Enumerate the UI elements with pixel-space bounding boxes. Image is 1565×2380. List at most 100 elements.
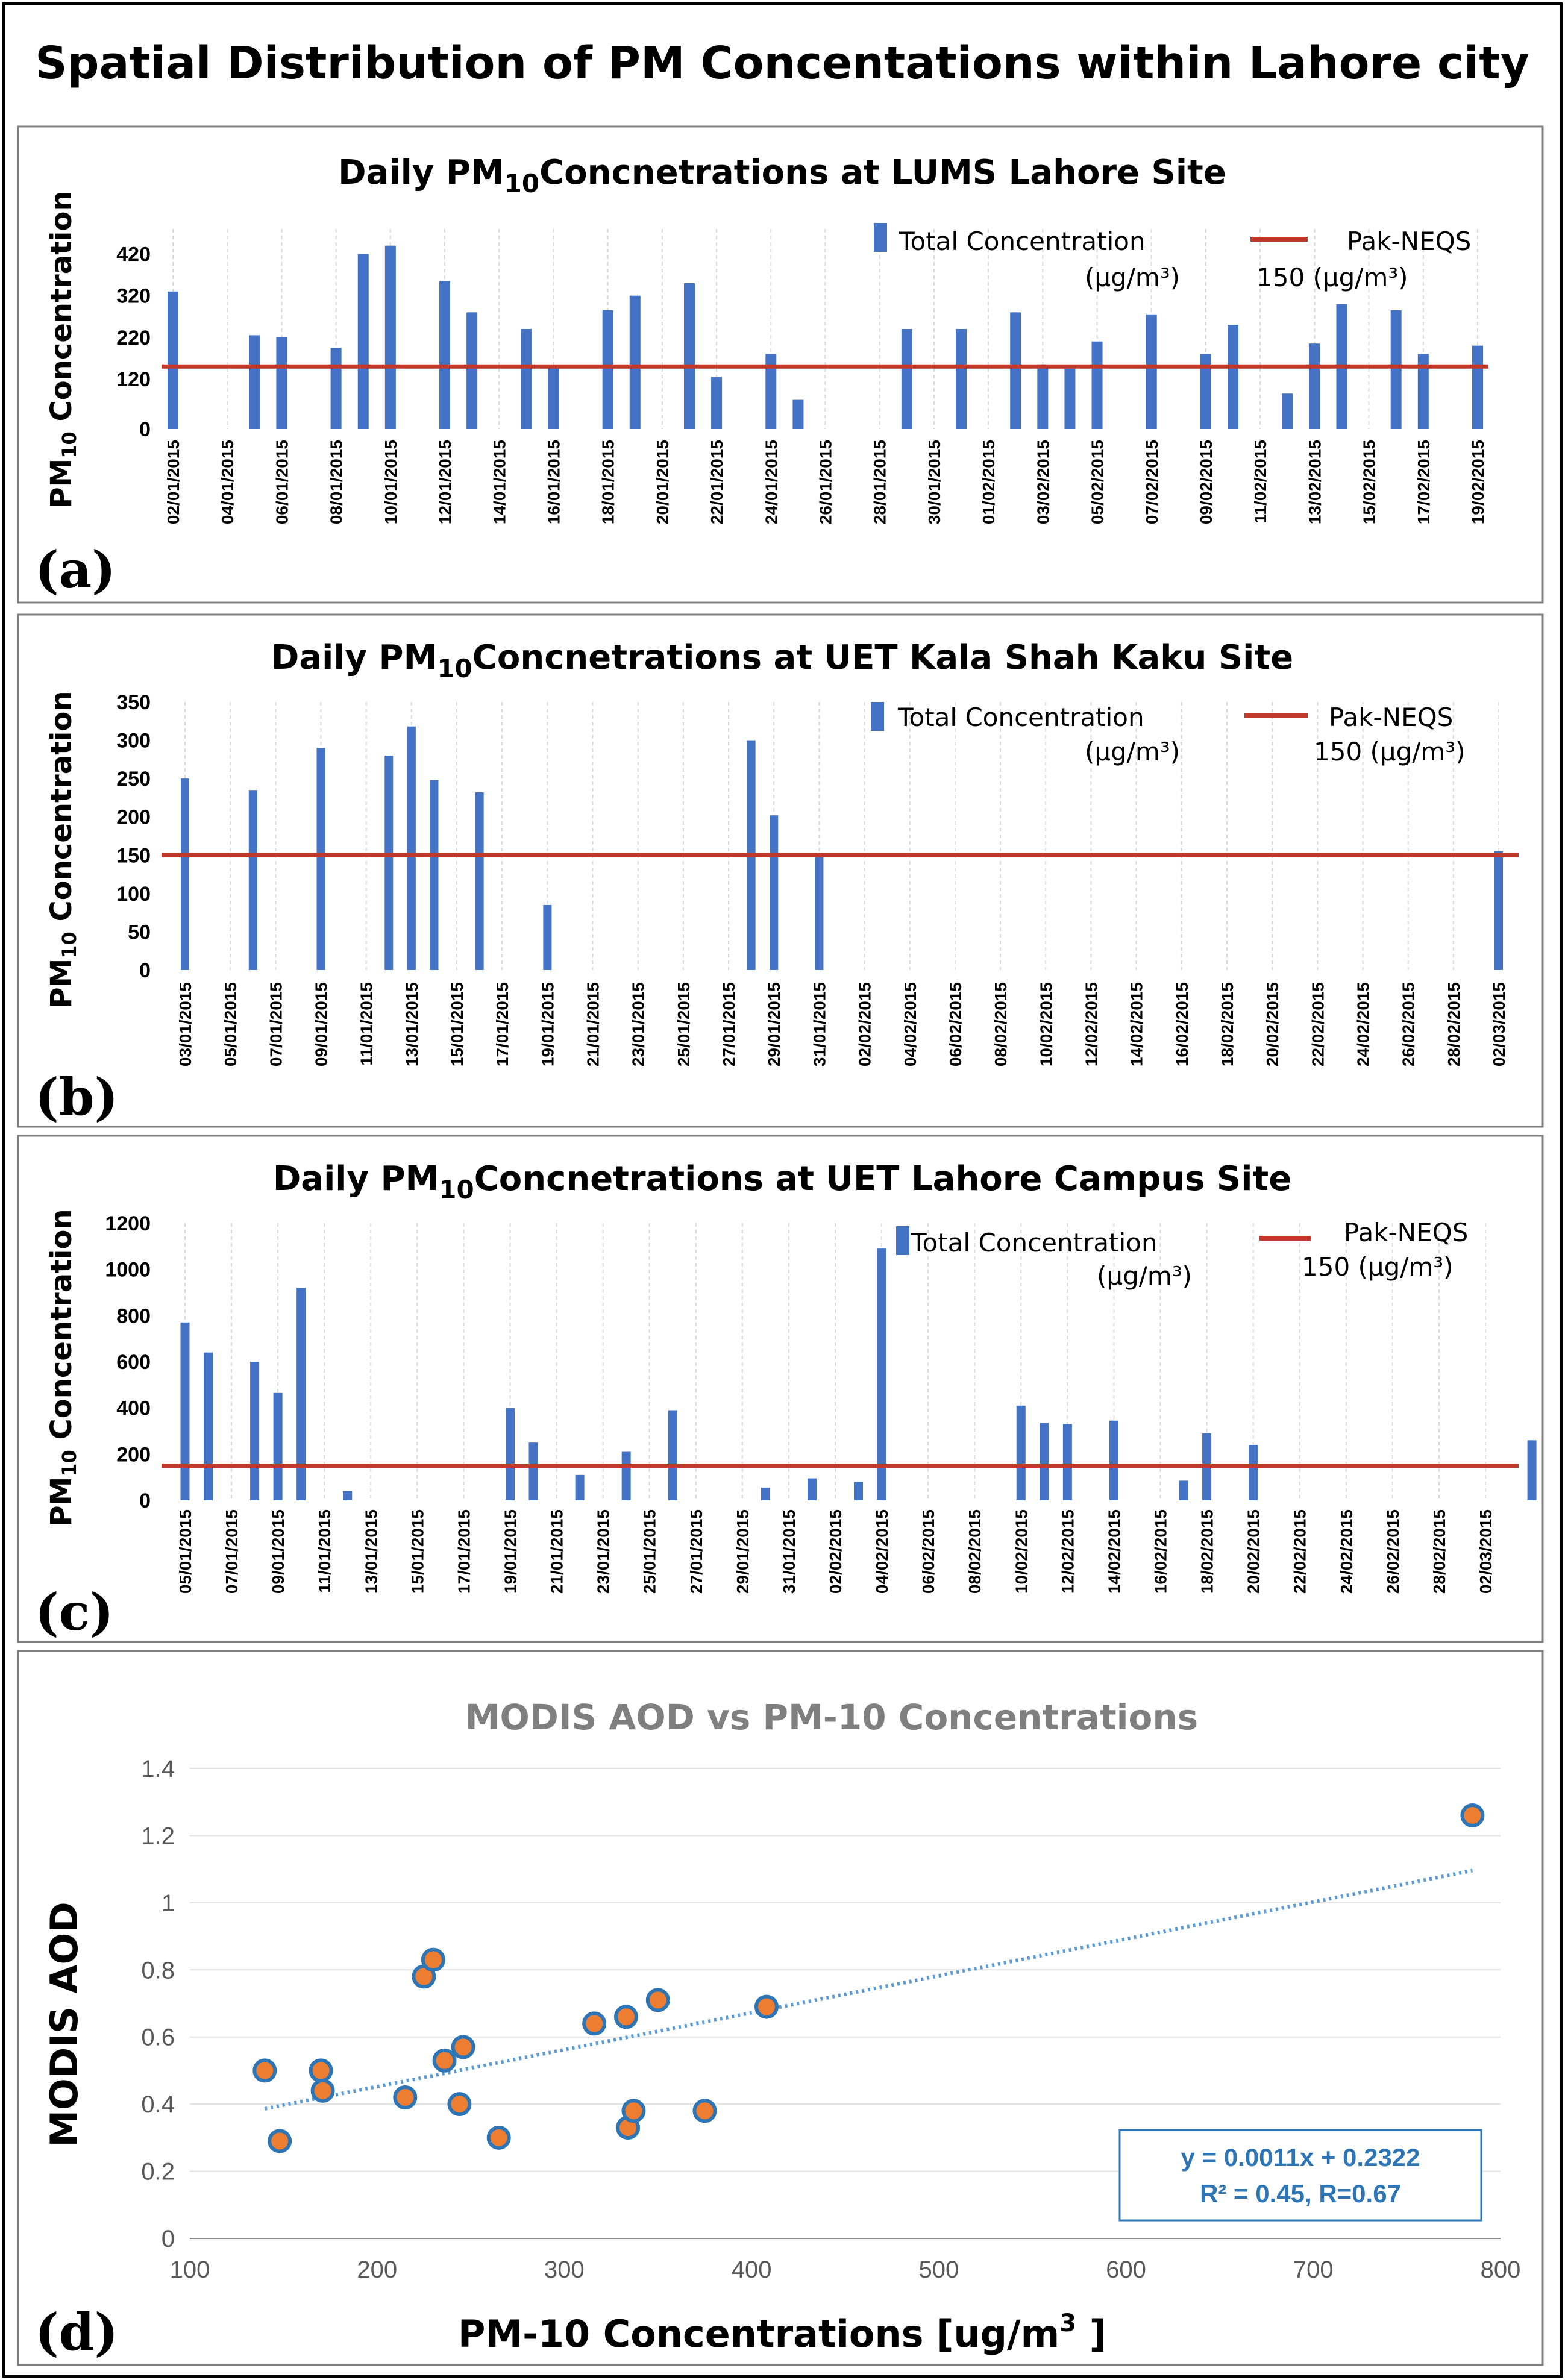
bar: [770, 815, 779, 970]
scatter-x-ticks: 100 200 300 400 500 600 700 800: [170, 2256, 1521, 2283]
x-tick-label: 18/02/2015: [1218, 982, 1237, 1066]
x-tick-label: 06/01/2015: [272, 440, 291, 524]
bar: [343, 1491, 353, 1500]
bar: [475, 792, 484, 970]
bar: [1472, 345, 1483, 429]
x-tick-label: 29/01/2015: [765, 982, 783, 1066]
x-tick-label: 22/02/2015: [1308, 982, 1327, 1066]
x-tick-label: 18/02/2015: [1198, 1509, 1217, 1594]
x-tick-label: 28/01/2015: [871, 440, 889, 524]
legend-standard-label: Pak-NEQS: [1329, 703, 1453, 732]
bar: [249, 335, 260, 429]
legend-bar-unit: (μg/m³): [1097, 1261, 1192, 1291]
y-tick-label: 220: [116, 327, 151, 349]
bar: [1040, 1423, 1049, 1500]
legend-bar-swatch: [874, 223, 887, 252]
x-tick-label: 05/01/2015: [221, 982, 240, 1066]
x-tick-label: 26/02/2015: [1399, 982, 1418, 1066]
x-tick-label: 08/02/2015: [991, 982, 1010, 1066]
scatter-y-ticks: 0 0.2 0.4 0.6 0.8 1 1.2 1.4: [141, 1756, 175, 2252]
panel-b-y-axis-label: PM10 Concentration: [45, 691, 81, 1008]
x-tick-label: 16/02/2015: [1173, 982, 1191, 1066]
x-tick-label: 19/01/2015: [538, 982, 557, 1066]
scatter-point: [486, 2125, 511, 2150]
scatter-point: [613, 2005, 638, 2029]
x-tick-label: 06/02/2015: [946, 982, 965, 1066]
bar: [273, 1392, 283, 1500]
x-tick-label: 03/02/2015: [1033, 440, 1052, 524]
x-tick-label: 20/02/2015: [1263, 982, 1282, 1066]
bar: [1228, 325, 1239, 429]
x-tick-label: 13/01/2015: [403, 982, 421, 1066]
bar: [877, 1248, 886, 1500]
bar: [180, 1322, 190, 1500]
legend-standard-value: 150 (μg/m³): [1256, 263, 1408, 292]
y-tick-label: 50: [128, 921, 151, 944]
legend-bar-unit: (μg/m³): [1085, 737, 1180, 766]
y-tick-label: 350: [116, 691, 151, 714]
legend-standard-value: 150 (μg/m³): [1302, 1252, 1454, 1282]
y-tick-label: 1.4: [141, 1756, 175, 1782]
bar: [1091, 341, 1103, 429]
scatter-trendline: [264, 1868, 1473, 2111]
bar: [1390, 310, 1402, 429]
legend-standard-label: Pak-NEQS: [1344, 1218, 1468, 1247]
x-tick-label: 11/01/2015: [357, 982, 376, 1066]
regression-equation: y = 0.0011x + 0.2322: [1181, 2143, 1420, 2172]
y-tick-label: 120: [116, 368, 151, 391]
x-tick-label: 20/01/2015: [653, 440, 672, 524]
y-tick-label: 200: [116, 1443, 151, 1466]
x-tick-label: 12/01/2015: [436, 440, 454, 524]
legend-standard-label: Pak-NEQS: [1347, 227, 1471, 256]
bar: [602, 310, 613, 429]
panel-d: MODIS AOD vs PM-10 Concentrations 0 0.2 0.…: [17, 1650, 1544, 2366]
scatter-point: [582, 2011, 607, 2036]
legend-bar-swatch: [871, 702, 884, 731]
y-tick-label: 400: [116, 1397, 151, 1420]
scatter-point: [393, 2085, 418, 2109]
x-tick-label: 20/02/2015: [1244, 1509, 1263, 1594]
panel-a-title: Daily PM10Concnetrations at LUMS Lahore …: [338, 153, 1226, 198]
panel-c-label: (c): [35, 1582, 114, 1642]
bar: [807, 1478, 817, 1500]
bar: [668, 1410, 677, 1500]
bar: [296, 1288, 306, 1500]
x-tick-label: 05/01/2015: [176, 1509, 195, 1594]
x-tick-label: 19/02/2015: [1469, 440, 1487, 524]
bar: [330, 348, 342, 429]
y-tick-label: 200: [116, 806, 151, 829]
x-tick-label: 27/01/2015: [720, 982, 738, 1066]
x-tick-label: 14/02/2015: [1105, 1509, 1123, 1594]
scatter-point: [692, 2099, 717, 2123]
bar: [1527, 1440, 1537, 1500]
bar: [761, 1487, 770, 1500]
panel-c: Daily PM10Concnetrations at UET Lahore C…: [17, 1135, 1544, 1643]
bar: [1016, 1405, 1026, 1500]
panel-a-legend: Total Concentration (μg/m³) Pak-NEQS 150…: [874, 223, 1471, 292]
x-tick-label: 21/01/2015: [584, 982, 603, 1066]
legend-bar-unit: (μg/m³): [1085, 263, 1180, 292]
x-tick-label: 600: [1106, 2256, 1146, 2283]
panel-b: Daily PM10Concnetrations at UET Kala Sha…: [17, 613, 1544, 1128]
y-tick-label: 800: [116, 1304, 151, 1327]
y-tick-label: 0: [139, 1489, 151, 1512]
x-tick-label: 18/01/2015: [599, 440, 618, 524]
bar: [1109, 1420, 1118, 1500]
regression-stats: R² = 0.45, R=0.67: [1200, 2179, 1401, 2208]
bar: [854, 1482, 864, 1500]
panel-a-bars: [168, 245, 1483, 429]
y-tick-label: 1: [162, 1890, 175, 1917]
bar: [528, 1442, 538, 1500]
bar: [1179, 1480, 1188, 1500]
scatter-point: [1460, 1803, 1485, 1827]
y-tick-label: 0: [162, 2226, 175, 2252]
x-tick-label: 16/01/2015: [544, 440, 563, 524]
panel-b-title: Daily PM10Concnetrations at UET Kala Sha…: [271, 638, 1293, 683]
x-tick-label: 24/02/2015: [1353, 982, 1372, 1066]
bar: [316, 748, 325, 970]
bar: [1249, 1445, 1258, 1500]
x-tick-label: 03/01/2015: [176, 982, 195, 1066]
panel-c-x-ticks: 05/01/2015 07/01/2015 09/01/2015 11/01/2015…: [176, 1509, 1495, 1594]
x-tick-label: 08/02/2015: [965, 1509, 984, 1594]
x-tick-label: 27/01/2015: [687, 1509, 706, 1594]
